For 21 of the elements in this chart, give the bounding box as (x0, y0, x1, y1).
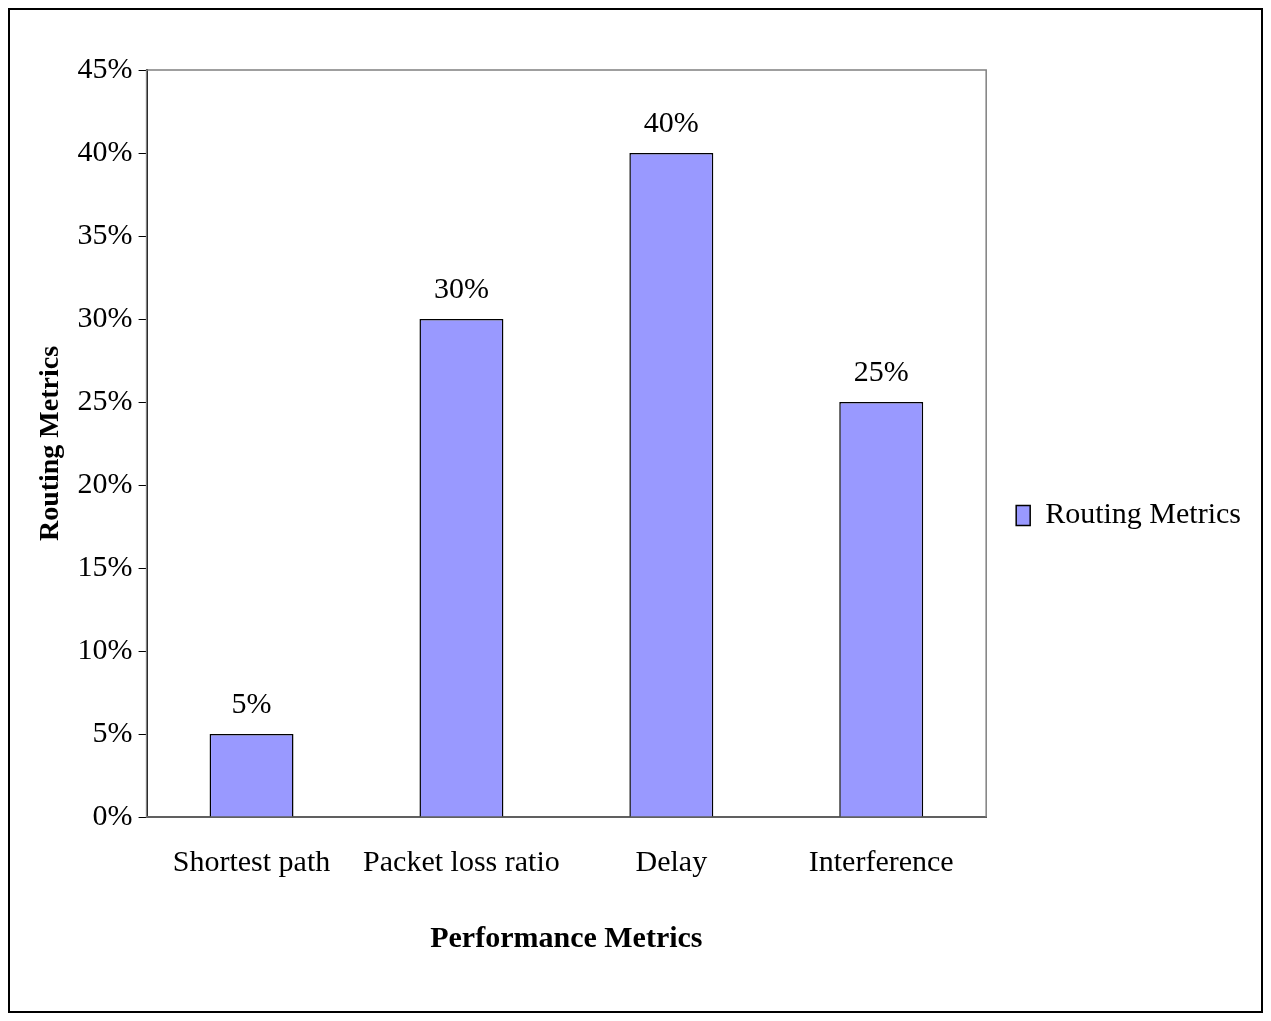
x-tick-label: Shortest path (172, 843, 331, 877)
y-tick-label: 5% (92, 714, 133, 748)
data-label: 30% (433, 270, 489, 304)
y-tick-label: 40% (77, 133, 133, 167)
x-tick-label: Packet loss ratio (363, 843, 560, 877)
y-axis-title: Routing Metrics (33, 345, 65, 542)
y-tick-label: 30% (77, 299, 133, 333)
y-tick-label: 10% (77, 631, 133, 665)
y-tick-label: 25% (77, 382, 133, 416)
y-tick-label: 35% (77, 216, 133, 250)
x-tick-label: Interference (808, 843, 954, 877)
data-label: 40% (643, 104, 699, 138)
y-tick-label: 45% (77, 50, 133, 84)
y-tick-label: 0% (92, 797, 133, 831)
x-tick-label: Delay (635, 843, 708, 877)
y-tick-label: 15% (77, 548, 133, 582)
legend-label: Routing Metrics (1045, 496, 1242, 530)
data-label: 25% (853, 353, 909, 387)
y-tick-label: 20% (77, 465, 133, 499)
data-label: 5% (231, 685, 272, 719)
x-axis-title: Performance Metrics (430, 919, 703, 953)
